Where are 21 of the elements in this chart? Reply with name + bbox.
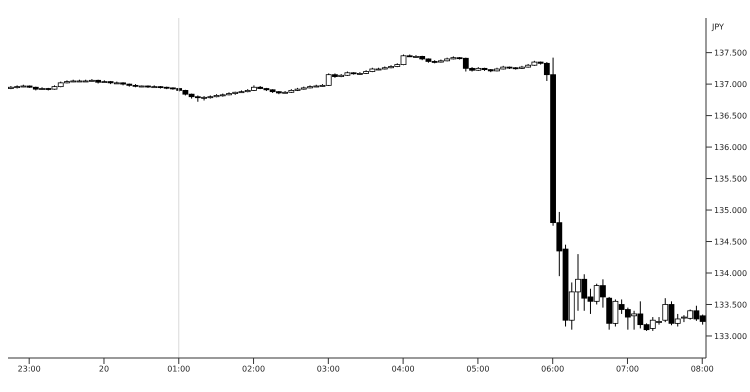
x-tick-label: 07:00 — [616, 364, 640, 374]
x-tick-label: 04:00 — [392, 364, 415, 374]
y-tick-label: 136.000 — [714, 142, 748, 152]
y-tick-label: 136.500 — [714, 111, 748, 120]
y-axis-title: JPY — [711, 22, 724, 32]
y-tick-label: 133.000 — [714, 332, 748, 341]
x-tick-label: 03:00 — [316, 364, 340, 374]
x-tick-label: 01:00 — [167, 364, 190, 374]
x-tick-label: 02:00 — [242, 364, 266, 374]
y-tick-label: 135.000 — [714, 206, 748, 215]
y-tick-label: 137.500 — [714, 48, 748, 58]
y-tick-label: 133.500 — [714, 300, 748, 310]
y-tick-label: 135.500 — [714, 174, 748, 184]
x-tick-label: 05:00 — [466, 364, 490, 374]
x-tick-label: 20 — [98, 364, 110, 374]
x-tick-label: 08:00 — [690, 364, 714, 374]
y-tick-label: 137.000 — [714, 80, 748, 89]
y-tick-label: 134.500 — [714, 237, 748, 246]
x-tick-label: 23:00 — [18, 364, 41, 374]
y-tick-label: 134.000 — [714, 268, 748, 278]
x-tick-label: 06:00 — [541, 364, 564, 374]
